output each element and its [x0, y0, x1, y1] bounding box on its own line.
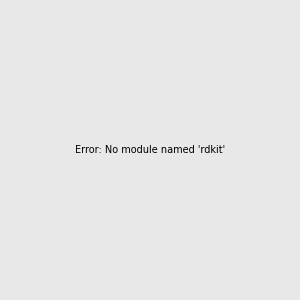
- Text: Error: No module named 'rdkit': Error: No module named 'rdkit': [75, 145, 225, 155]
